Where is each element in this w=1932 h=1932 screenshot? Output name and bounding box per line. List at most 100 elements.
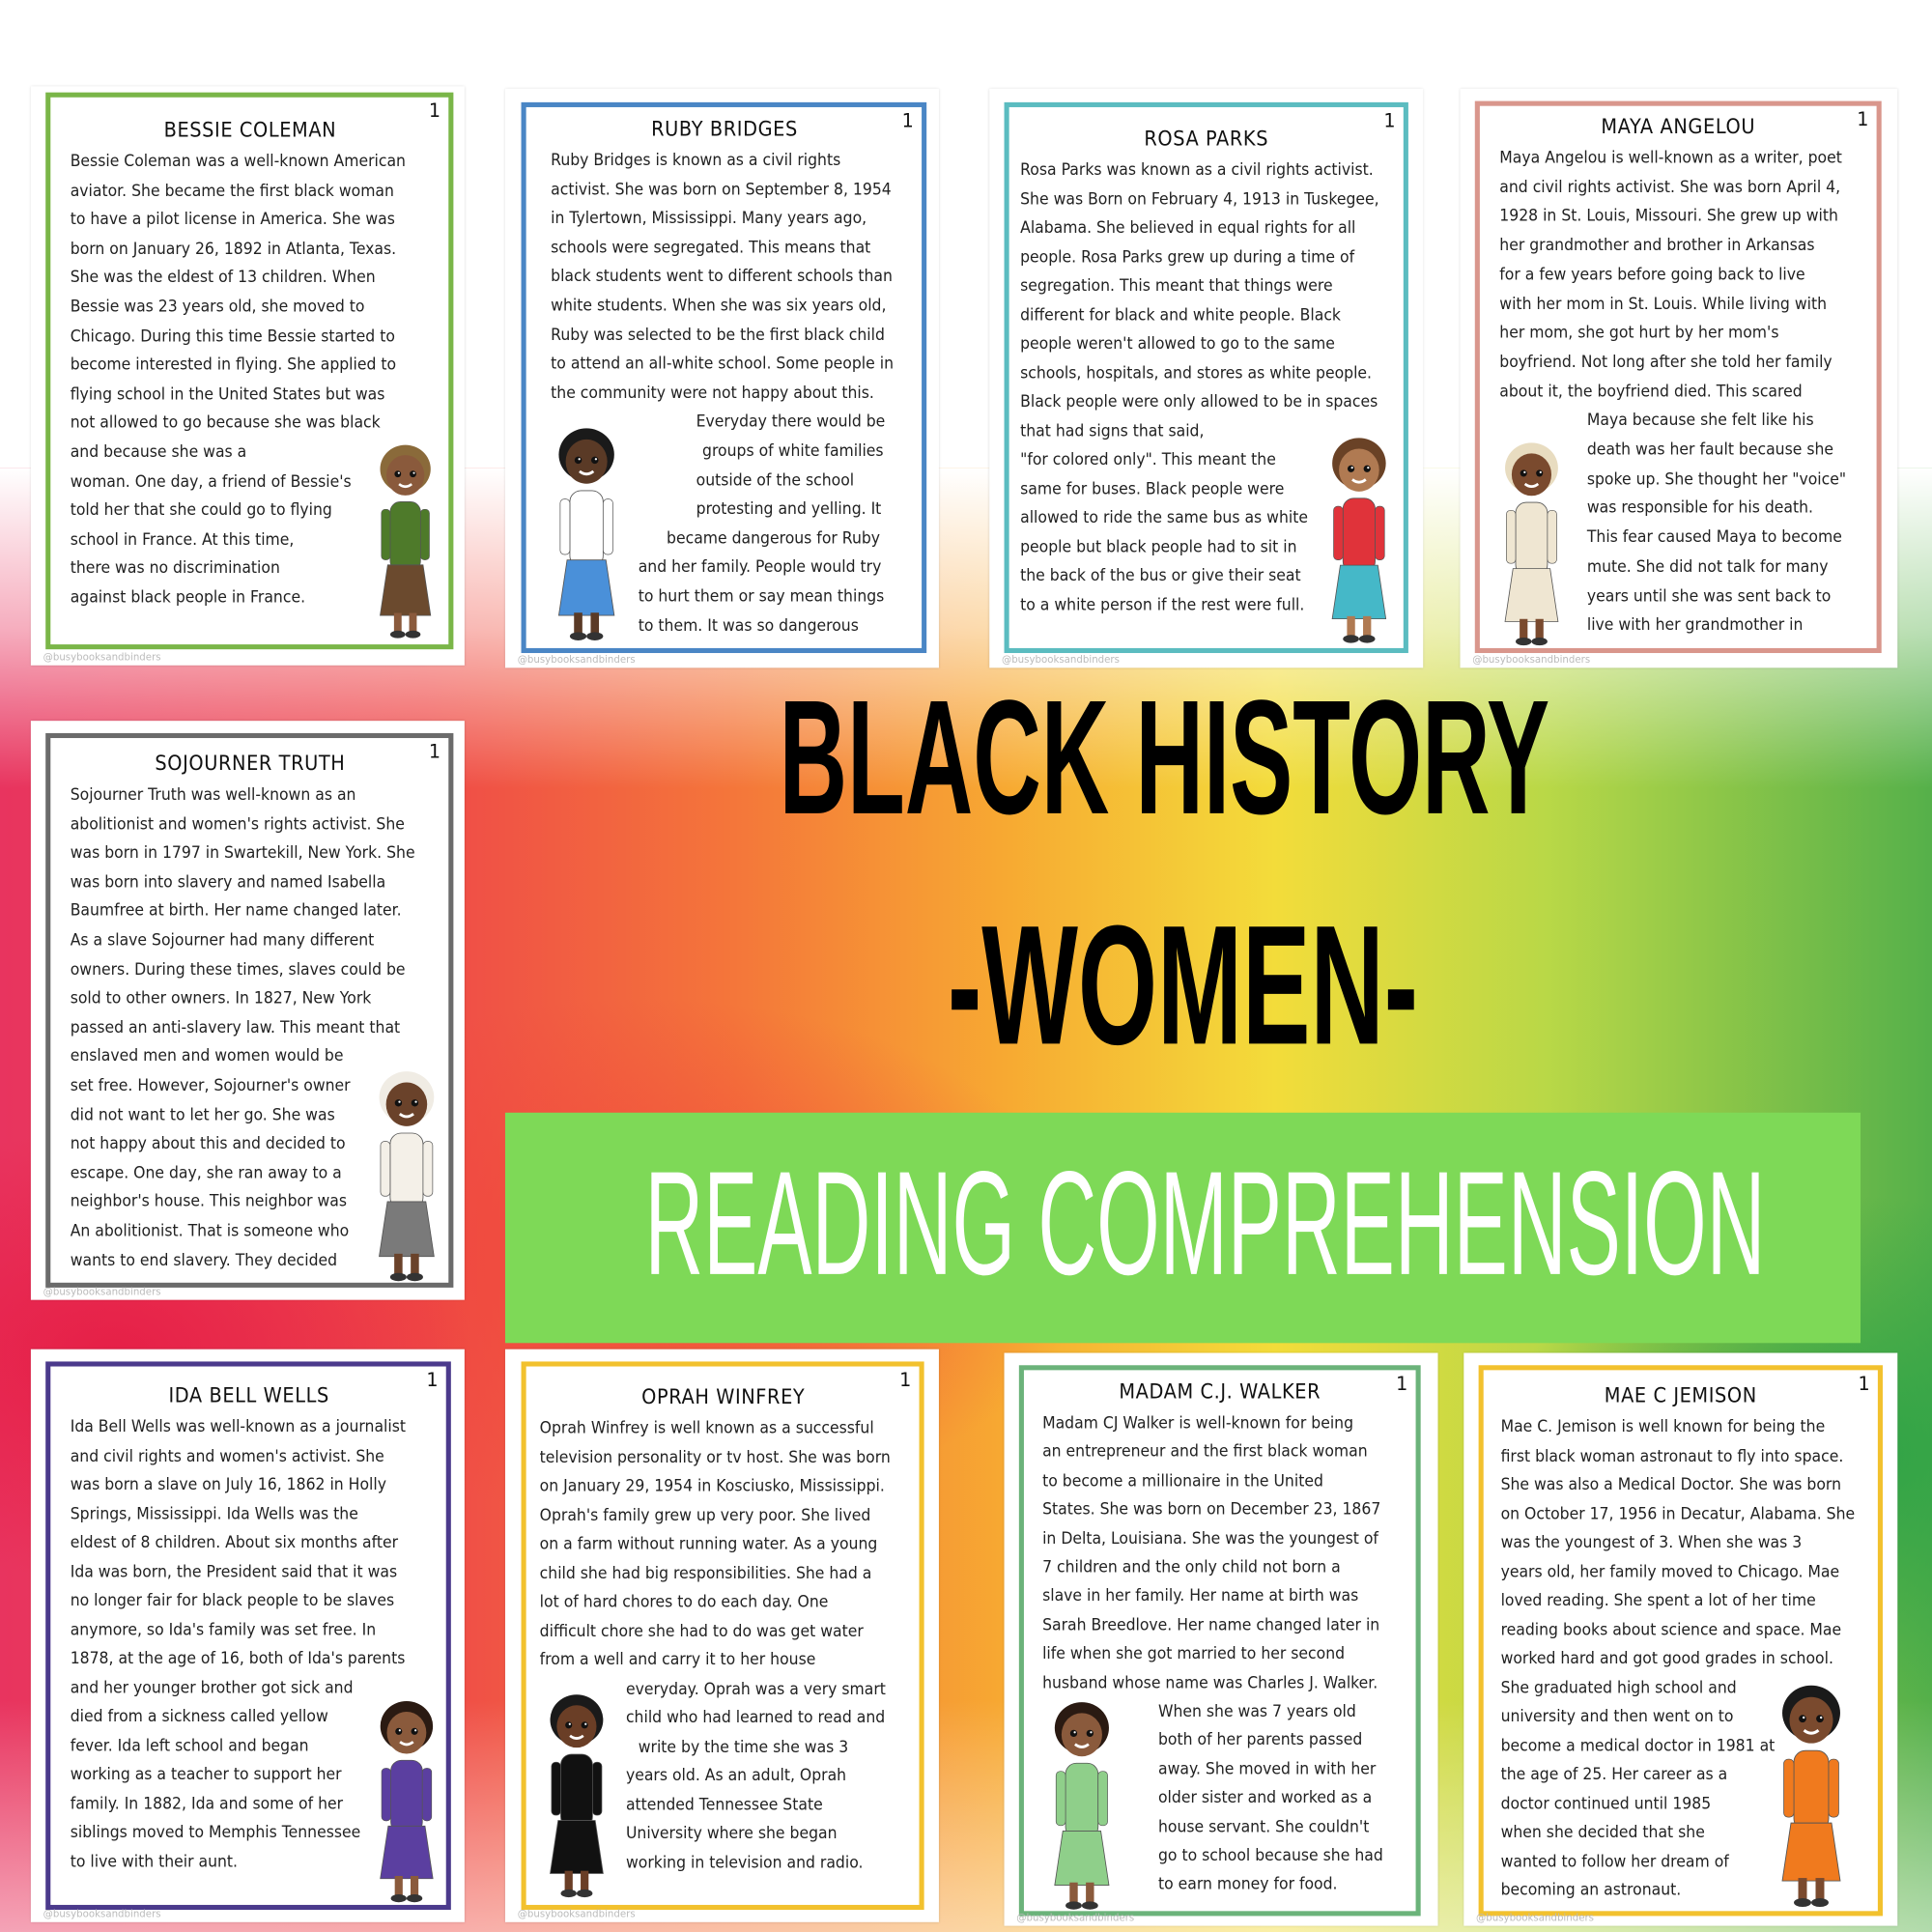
card-title: BESSIE COLEMAN xyxy=(162,118,336,142)
card-text-line: siblings moved to Memphis Tennessee xyxy=(70,1823,361,1842)
card-text-line: wanted to follow her dream of xyxy=(1500,1852,1729,1871)
card-text-line: television personality or tv host. She w… xyxy=(539,1448,891,1467)
card-text-line: the age of 25. Her career as a xyxy=(1500,1765,1728,1784)
card-text-line: doctor continued until 1985 xyxy=(1500,1794,1712,1813)
card-text-line: abolitionist and women's rights activist… xyxy=(70,814,405,835)
card-text-line: not allowed to go because she was black xyxy=(70,414,381,434)
card-text-line: to become a millionaire in the United xyxy=(1042,1471,1323,1492)
card-title: OPRAH WINFREY xyxy=(640,1384,805,1408)
card-text-line: reading books about science and space. M… xyxy=(1500,1620,1842,1640)
character-illustration xyxy=(525,421,648,643)
card-text-line: no longer fair for black people to be sl… xyxy=(70,1591,395,1611)
card-text-line: her grandmother and brother in Arkansas xyxy=(1499,237,1815,256)
card-text-line: She was Born on February 4, 1913 in Tusk… xyxy=(1020,190,1379,210)
card-text-line: born on January 26, 1892 in Atlanta, Tex… xyxy=(70,240,397,259)
card-text-line: working in television and radio. xyxy=(625,1854,864,1873)
page-number: 1 xyxy=(1396,1372,1408,1395)
card-text-line: to hurt them or say mean things xyxy=(638,587,885,607)
character-illustration xyxy=(525,1688,628,1899)
page-number: 1 xyxy=(1383,109,1396,132)
card-border xyxy=(1474,100,1882,654)
card-text-line: did not want to let her go. She was xyxy=(70,1105,335,1125)
card-text-line: life when she got married to her second xyxy=(1042,1645,1346,1664)
card-text-line: that had signs that said, xyxy=(1020,421,1205,440)
card-text-line: wants to end slavery. They decided xyxy=(70,1251,338,1270)
card-text-line: mute. She did not talk for many xyxy=(1586,557,1829,577)
card-text-line: school in France. At this time, xyxy=(70,530,295,550)
card-text-line: University where she began xyxy=(625,1825,838,1844)
card-text-line: eldest of 8 children. About six months a… xyxy=(70,1534,399,1553)
card-text-line: house servant. She couldn't xyxy=(1157,1818,1370,1837)
card-text-line: She was also a Medical Doctor. She was b… xyxy=(1500,1476,1841,1495)
card-text-line: boyfriend. Not long after she told her f… xyxy=(1499,353,1833,373)
card-text-line: the community were not happy about this. xyxy=(551,384,874,403)
card-text-line: spoke up. She thought her "voice" xyxy=(1586,469,1847,489)
card-text-line: live with her grandmother in xyxy=(1586,615,1804,636)
card-text-line: 1928 in St. Louis, Missouri. She grew up… xyxy=(1499,207,1838,226)
card-text-line: schools were segregated. This means that xyxy=(551,239,871,258)
card-text-line: Ruby Bridges is known as a civil rights xyxy=(551,151,841,171)
card-border xyxy=(1018,1365,1421,1917)
watermark: @busybooksandbinders xyxy=(517,1908,636,1920)
card-text-line: protesting and yelling. It xyxy=(696,500,882,520)
card-text-line: aviator. She became the first black woma… xyxy=(70,182,394,201)
card-border xyxy=(45,1361,451,1911)
card-text-line: against black people in France. xyxy=(70,588,306,608)
card-text-line: child she had big responsibilities. She … xyxy=(539,1564,872,1583)
card-text-line: with her mom in St. Louis. While living … xyxy=(1499,295,1828,314)
character-illustration xyxy=(367,1683,446,1905)
card-text-line: allowed to ride the same bus as white xyxy=(1020,508,1308,527)
card-text-line: outside of the school xyxy=(696,471,855,491)
card-text-line: worked hard and got good grades in schoo… xyxy=(1500,1649,1833,1669)
card-text-line: lot of hard chores to do each day. One xyxy=(539,1593,829,1612)
card-text-line: there was no discrimination xyxy=(70,559,280,579)
card-text-line: Ida Bell Wells was well-known as a journ… xyxy=(70,1418,407,1437)
card-text-line: everyday. Oprah was a very smart xyxy=(625,1680,886,1699)
card-text-line: difficult chore she had to do was get wa… xyxy=(539,1622,864,1641)
card-text-line: Bessie was 23 years old, she moved to xyxy=(70,298,365,317)
card-text-line: both of her parents passed xyxy=(1157,1731,1363,1750)
card-title: IDA BELL WELLS xyxy=(167,1383,329,1407)
card-text-line: on October 17, 1956 in Decatur, Alabama.… xyxy=(1500,1505,1856,1524)
card-text-line: to attend an all-white school. Some peop… xyxy=(551,355,895,374)
banner-text: READING COMPREHENSION xyxy=(644,1141,1766,1307)
card-text-line: people but black people had to sit in xyxy=(1020,537,1297,556)
card-text-line: white students. When she was six years o… xyxy=(551,297,887,316)
card-text-line: Ida was born, the President said that it… xyxy=(70,1562,398,1582)
character-illustration xyxy=(1491,437,1572,648)
card-text-line: Rosa Parks was known as a civil rights a… xyxy=(1020,161,1374,181)
card-text-line: people. Rosa Parks grew up during a time… xyxy=(1020,248,1355,268)
card-text-line: Alabama. She believed in equal rights fo… xyxy=(1020,219,1356,239)
card-text-line: Baumfree at birth. Her name changed late… xyxy=(70,902,402,922)
card-text-line: older sister and worked as a xyxy=(1157,1789,1373,1808)
card-text-line: on a farm without running water. As a yo… xyxy=(539,1535,878,1554)
card-title: SOJOURNER TRUTH xyxy=(154,752,345,776)
page-number: 1 xyxy=(1858,1372,1870,1395)
card-text-line: Oprah Winfrey is well known as a success… xyxy=(539,1419,874,1438)
card-text-line: Sojourner Truth was well-known as an xyxy=(70,785,356,805)
card-text-line: States. She was born on December 23, 186… xyxy=(1042,1500,1381,1520)
card-text-line: woman. One day, a friend of Bessie's xyxy=(70,472,352,492)
card-text-line: Everyday there would be xyxy=(696,412,886,432)
watermark: @busybooksandbinders xyxy=(1001,654,1120,666)
reading-comprehension-banner: READING COMPREHENSION xyxy=(504,1112,1861,1344)
watermark: @busybooksandbinders xyxy=(1476,1912,1595,1924)
character-illustration xyxy=(1030,1695,1133,1912)
card-text-line: schools, hospitals, and stores as white … xyxy=(1020,363,1373,384)
card-text-line: to earn money for food. xyxy=(1157,1875,1338,1894)
card-text-line: was born a slave on July 16, 1862 in Hol… xyxy=(70,1476,386,1495)
card-text-line: was responsible for his death. xyxy=(1586,499,1814,519)
card-text-line: fever. Ida left school and began xyxy=(70,1736,309,1755)
character-illustration xyxy=(1314,431,1405,645)
card-text-line: people weren't allowed to go to the same xyxy=(1020,334,1335,355)
card-text-line: away. She moved in with her xyxy=(1157,1760,1377,1779)
card-text-line: Springs, Mississippi. Ida Wells was the xyxy=(70,1505,358,1524)
card-text-line: "for colored only". This meant the xyxy=(1020,450,1276,469)
card-text-line: and her family. People would try xyxy=(638,558,882,578)
card-text-line: Oprah's family grew up very poor. She li… xyxy=(539,1506,871,1525)
card-text-line: death was her fault because she xyxy=(1586,440,1834,460)
card-text-line: become interested in flying. She applied… xyxy=(70,355,397,375)
page-number: 1 xyxy=(901,109,914,132)
card-text-line: neighbor's house. This neighbor was xyxy=(70,1193,348,1212)
card-title: RUBY BRIDGES xyxy=(650,117,798,141)
